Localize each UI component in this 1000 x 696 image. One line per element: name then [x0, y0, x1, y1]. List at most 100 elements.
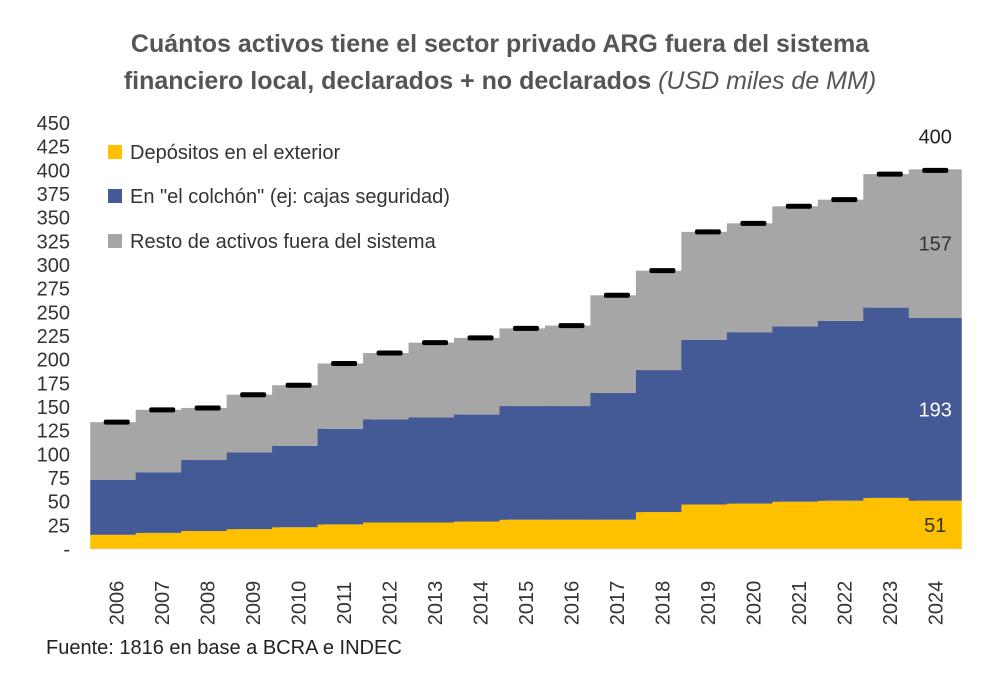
x-tick-label: 2006: [107, 581, 129, 626]
bar-segment-resto: [181, 407, 235, 461]
legend-swatch-depositos: [108, 145, 122, 159]
bar-segment-colchon: [908, 318, 962, 501]
y-tick-label: 375: [37, 184, 70, 206]
y-tick-label: 225: [37, 326, 70, 348]
y-tick-label: 450: [37, 113, 70, 135]
y-tick-label: 425: [37, 137, 70, 159]
bar-segment-depositos: [90, 534, 144, 549]
bar-segment-resto: [635, 270, 689, 371]
bar-segment-resto: [363, 353, 417, 420]
x-tick-label: 2017: [607, 581, 629, 626]
data-label-depositos: 51: [924, 515, 946, 537]
bar-segment-colchon: [499, 406, 553, 520]
x-tick-label: 2020: [743, 581, 765, 626]
x-tick-label: 2019: [698, 581, 720, 626]
y-tick-label: 100: [37, 444, 70, 466]
bar-segment-colchon: [135, 472, 189, 533]
total-marker: [240, 392, 267, 398]
bar-segment-colchon: [408, 417, 462, 523]
bar-segment-colchon: [363, 419, 417, 523]
bar-segment-resto: [272, 385, 326, 446]
x-tick-label: 2011: [334, 581, 356, 624]
y-tick-label: -: [63, 539, 70, 561]
bar-segment-resto: [226, 394, 280, 453]
x-tick-label: 2022: [834, 581, 856, 626]
y-tick-label: 325: [37, 231, 70, 253]
y-tick-label: 275: [37, 279, 70, 301]
total-marker: [649, 268, 676, 274]
total-marker: [194, 405, 221, 411]
bar-segment-depositos: [908, 500, 962, 549]
bar-segment-depositos: [499, 519, 553, 549]
source-note: Fuente: 1816 en base a BCRA e INDEC: [46, 637, 402, 659]
legend-swatch-colchon: [108, 189, 122, 203]
y-tick-label: 25: [48, 515, 70, 537]
chart-title-unit: (USD miles de MM): [658, 67, 877, 95]
bar-segment-resto: [544, 325, 598, 407]
bar-segment-resto: [454, 337, 508, 415]
bar-segment-resto: [726, 223, 780, 333]
y-tick-label: 150: [37, 397, 70, 419]
bar-segment-depositos: [681, 504, 735, 549]
bar-segment-depositos: [726, 503, 780, 549]
bar-segment-depositos: [772, 501, 826, 549]
bar-segment-depositos: [590, 519, 644, 549]
bar-segment-depositos: [181, 531, 235, 549]
bar-segment-depositos: [317, 524, 371, 549]
bar-segment-colchon: [635, 370, 689, 513]
bar-segment-depositos: [363, 522, 417, 549]
bar-segment-colchon: [863, 307, 917, 498]
total-marker: [694, 229, 721, 235]
legend-label-colchon: En "el colchón" (ej: cajas seguridad): [130, 186, 450, 208]
bar-segment-resto: [681, 231, 735, 340]
x-tick-label: 2010: [289, 581, 311, 626]
x-tick-label: 2013: [425, 581, 447, 626]
bar-segment-resto: [590, 295, 644, 393]
bar-segment-depositos: [863, 497, 917, 549]
total-marker: [785, 203, 812, 209]
total-marker: [558, 323, 585, 329]
bar-segment-resto: [817, 199, 871, 321]
bar-segment-colchon: [272, 445, 326, 528]
bar-segment-depositos: [635, 512, 689, 549]
x-tick-label: 2015: [516, 581, 538, 626]
total-marker: [922, 167, 949, 173]
y-tick-label: 350: [37, 208, 70, 230]
x-tick-label: 2008: [198, 581, 220, 626]
x-tick-label: 2009: [243, 581, 265, 626]
total-label: 400: [919, 126, 952, 148]
total-marker: [513, 325, 539, 331]
bar-segment-depositos: [544, 519, 598, 549]
y-tick-label: 125: [37, 421, 70, 443]
y-tick-label: 400: [37, 160, 70, 182]
bar-segment-depositos: [817, 500, 871, 549]
x-tick-label: 2021: [789, 581, 811, 626]
bar-segment-resto: [908, 169, 962, 319]
total-marker: [103, 419, 130, 425]
bar-segment-depositos: [226, 529, 280, 549]
bar-segment-resto: [90, 422, 144, 480]
bar-segment-colchon: [181, 460, 235, 532]
bar-segment-colchon: [726, 332, 780, 504]
bar-segment-colchon: [544, 406, 598, 520]
chart-title-line2: financiero local, declarados + no declar…: [0, 63, 1000, 100]
data-label-resto: 157: [919, 234, 952, 256]
x-tick-label: 2014: [471, 581, 493, 626]
x-tick-label: 2016: [561, 581, 583, 626]
bar-segment-depositos: [408, 522, 462, 549]
bar-segment-resto: [135, 409, 189, 473]
x-tick-label: 2012: [380, 581, 402, 626]
legend-swatch-resto: [108, 234, 122, 248]
y-tick-label: 300: [37, 255, 70, 277]
y-tick-label: 250: [37, 302, 70, 324]
x-tick-label: 2024: [925, 581, 947, 626]
bar-segment-colchon: [90, 479, 144, 535]
bar-segment-resto: [408, 342, 462, 418]
total-marker: [831, 197, 858, 203]
total-marker: [331, 360, 358, 366]
bar-segment-resto: [772, 206, 826, 327]
bar-segment-colchon: [817, 320, 871, 501]
y-tick-label: 200: [37, 350, 70, 372]
total-marker: [876, 171, 903, 177]
